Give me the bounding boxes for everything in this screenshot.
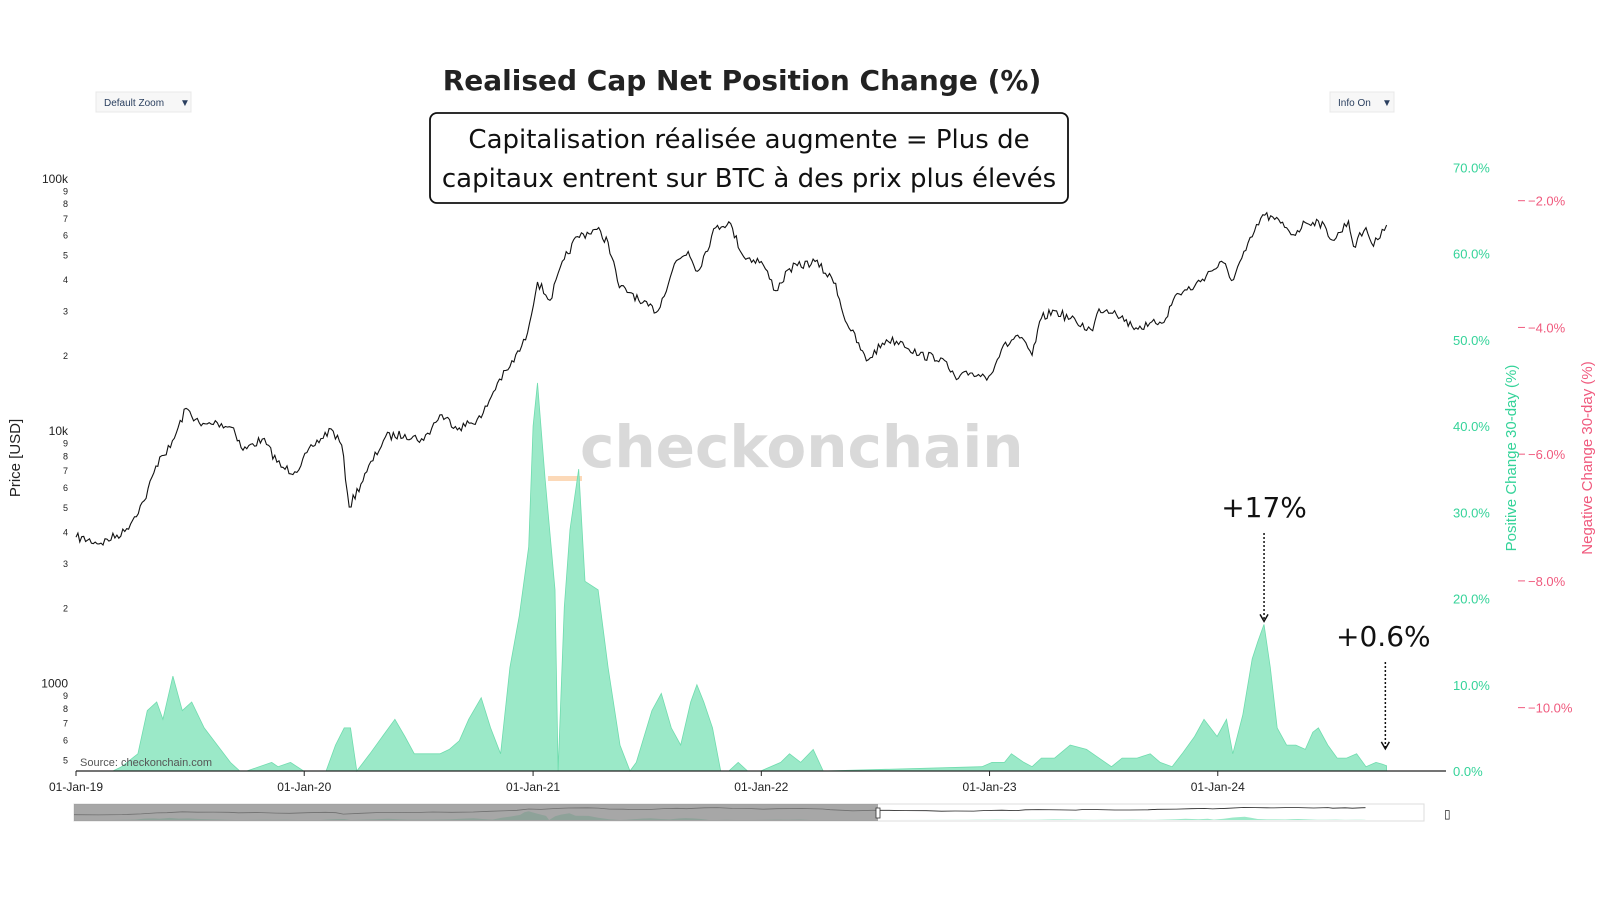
range-slider-end-handle[interactable]: ▯ <box>1444 807 1451 821</box>
annotation-arrowhead <box>1259 614 1269 623</box>
positive-tick-label: 20.0% <box>1453 592 1490 607</box>
positive-tick-label: 10.0% <box>1453 678 1490 693</box>
watermark: checkonchain <box>580 413 1024 481</box>
negative-axis-label: Negative Change 30-day (%) <box>1579 361 1596 554</box>
info-control-box[interactable] <box>1329 91 1395 113</box>
price-tick-label-minor: 3 <box>63 559 68 569</box>
price-tick-label-minor: 5 <box>63 503 68 513</box>
positive-axis-label: Positive Change 30-day (%) <box>1503 365 1520 552</box>
x-tick-label: 01-Jan-21 <box>506 780 560 794</box>
price-tick-label-minor: 6 <box>63 231 68 241</box>
price-tick-label-minor: 7 <box>63 214 68 224</box>
zoom-control-label[interactable]: Default Zoom <box>104 98 164 109</box>
chevron-down-icon[interactable]: ▼ <box>1382 98 1392 109</box>
positive-tick-label: 30.0% <box>1453 505 1490 520</box>
annotation-label: +0.6% <box>1336 620 1431 653</box>
price-tick-label-minor: 2 <box>63 351 68 361</box>
annotation-label: +17% <box>1221 491 1307 524</box>
price-tick-label-minor: 5 <box>63 755 68 765</box>
positive-tick-label: 0.0% <box>1453 764 1483 779</box>
info-control-label[interactable]: Info On <box>1338 98 1371 109</box>
price-tick-label-minor: 3 <box>63 307 68 317</box>
range-slider[interactable]: ▯ <box>73 803 1451 822</box>
price-tick-label-minor: 6 <box>63 483 68 493</box>
price-tick-label-minor: 8 <box>63 704 68 714</box>
price-axis-label: Price [USD] <box>7 419 24 497</box>
annotation-arrowhead <box>1380 741 1391 751</box>
price-tick-label-minor: 6 <box>63 735 68 745</box>
x-tick-label: 01-Jan-20 <box>277 780 331 794</box>
price-tick-label-major: 10k <box>49 424 69 438</box>
positive-tick-label: 70.0% <box>1453 160 1490 175</box>
price-tick-label-minor: 9 <box>63 186 68 196</box>
range-slider-mask <box>74 804 878 821</box>
negative-tick-label: −8.0% <box>1528 574 1566 589</box>
negative-tick-label: −6.0% <box>1528 447 1566 462</box>
annotations: +17% +0.6% <box>1221 491 1431 751</box>
price-tick-label-minor: 9 <box>63 691 68 701</box>
price-tick-label-minor: 7 <box>63 719 68 729</box>
price-tick-label-minor: 4 <box>63 528 68 538</box>
right-axes: 0.0% 10.0% 20.0% 30.0% 40.0% 50.0% 60.0% 70.0% −… <box>1453 160 1573 779</box>
positive-change-area <box>112 382 1387 772</box>
callout-line-1: Capitalisation réalisée augmente = Plus … <box>468 125 1029 155</box>
negative-tick-label: −10.0% <box>1528 701 1573 716</box>
negative-tick-label: −4.0% <box>1528 320 1566 335</box>
price-tick-label-minor: 7 <box>63 466 68 476</box>
x-tick-label: 01-Jan-22 <box>734 780 788 794</box>
range-slider-handle[interactable] <box>875 807 881 819</box>
price-tick-label-minor: 4 <box>63 275 68 285</box>
price-tick-label-minor: 9 <box>63 439 68 449</box>
zoom-control-box[interactable] <box>95 91 192 113</box>
zoom-control[interactable]: Default Zoom ▼ <box>95 91 192 113</box>
callout-box: Capitalisation réalisée augmente = Plus … <box>429 112 1069 204</box>
price-tick-label-minor: 5 <box>63 251 68 261</box>
x-tick-label: 01-Jan-24 <box>1191 780 1245 794</box>
price-tick-label-major: 1000 <box>41 676 68 690</box>
range-slider-area <box>110 811 1366 820</box>
chart-title: Realised Cap Net Position Change (%) <box>443 64 1042 97</box>
price-tick-label-minor: 2 <box>63 604 68 614</box>
positive-tick-label: 60.0% <box>1453 247 1490 262</box>
price-tick-label-major: 100k <box>42 172 69 186</box>
negative-tick-label: −2.0% <box>1528 194 1566 209</box>
date-axis: 01-Jan-19 01-Jan-20 01-Jan-21 01-Jan-22 01-J… <box>49 771 1245 794</box>
price-tick-label-minor: 8 <box>63 452 68 462</box>
watermark-logo-mark <box>548 476 582 481</box>
price-line <box>75 211 1388 547</box>
chevron-down-icon[interactable]: ▼ <box>180 98 190 109</box>
x-tick-label: 01-Jan-23 <box>963 780 1017 794</box>
positive-tick-label: 40.0% <box>1453 419 1490 434</box>
info-control[interactable]: Info On ▼ <box>1329 91 1395 113</box>
source-label: Source: checkonchain.com <box>80 757 212 769</box>
x-tick-label: 01-Jan-19 <box>49 780 103 794</box>
positive-tick-label: 50.0% <box>1453 333 1490 348</box>
callout-line-2: capitaux entrent sur BTC à des prix plus… <box>442 164 1056 194</box>
price-tick-label-minor: 8 <box>63 199 68 209</box>
